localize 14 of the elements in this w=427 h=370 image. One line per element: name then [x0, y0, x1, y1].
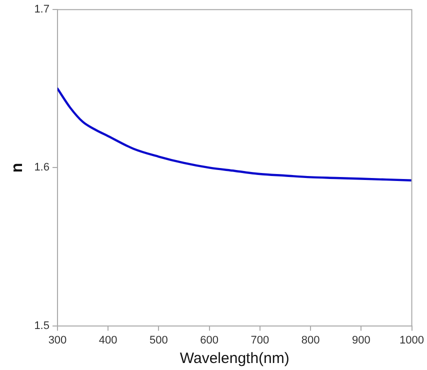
x-axis-title: Wavelength(nm): [180, 350, 290, 368]
x-tick-label: 500: [150, 334, 168, 346]
x-tick-label: 800: [301, 334, 320, 346]
x-tick-label: 700: [250, 334, 270, 346]
line-series: [57, 88, 412, 182]
x-tick-label: 300: [48, 334, 67, 346]
y-tick-label: 1.5: [34, 320, 50, 332]
y-tick-label: 1.6: [34, 162, 50, 174]
x-tick-label: 400: [98, 334, 118, 346]
y-axis-title: n: [9, 162, 26, 173]
y-tick-label: 1.7: [34, 4, 50, 16]
x-tick-label: 600: [200, 334, 219, 346]
x-tick-label: 900: [352, 334, 370, 346]
x-tick-label: 1000: [400, 334, 424, 346]
